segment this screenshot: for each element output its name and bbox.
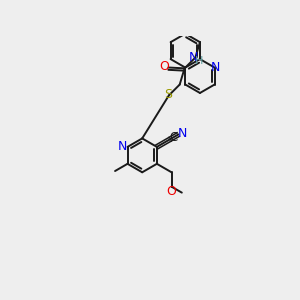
Text: N: N	[118, 140, 127, 153]
Text: N: N	[188, 51, 198, 64]
Text: H: H	[195, 56, 203, 66]
Text: O: O	[160, 60, 170, 73]
Text: N: N	[177, 127, 187, 140]
Text: C: C	[169, 131, 177, 144]
Text: N: N	[211, 61, 220, 74]
Text: S: S	[164, 88, 172, 101]
Text: O: O	[167, 185, 176, 198]
